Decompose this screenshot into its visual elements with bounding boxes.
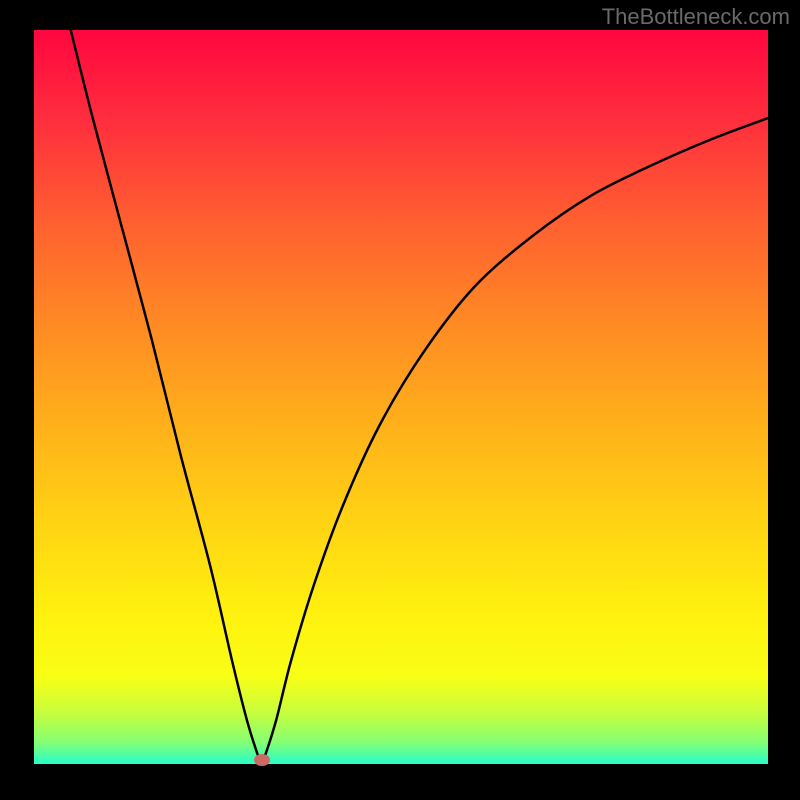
bottleneck-curve	[71, 30, 768, 763]
plot-area	[34, 30, 768, 764]
optimal-point-marker	[254, 754, 270, 766]
bottleneck-curve-svg	[34, 30, 768, 764]
chart-container: TheBottleneck.com	[0, 0, 800, 800]
watermark-text: TheBottleneck.com	[602, 4, 790, 30]
